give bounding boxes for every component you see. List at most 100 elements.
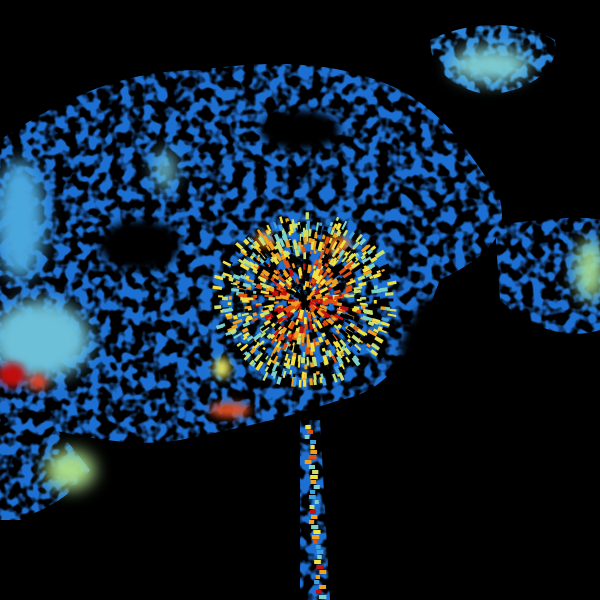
ray-cell: [290, 300, 300, 307]
ray-cell: [327, 336, 335, 347]
ray-cell: [343, 347, 352, 356]
ray-cell: [293, 223, 298, 228]
ray-cell: [317, 241, 324, 252]
streak-cells: [304, 425, 327, 599]
ray-cell: [232, 274, 241, 280]
ray-cell: [285, 260, 291, 268]
ray-cell: [223, 258, 234, 267]
ray-cell: [253, 353, 262, 362]
ray-cell: [304, 303, 309, 308]
ray-cell: [270, 353, 277, 361]
ray-cell: [370, 349, 379, 357]
ray-cell: [259, 273, 269, 280]
ray-cell: [270, 322, 276, 328]
ray-cell: [252, 332, 263, 341]
light-echoes: [0, 47, 600, 490]
ray-cell: [279, 286, 287, 293]
ray-cell: [264, 304, 275, 309]
ray-cell: [352, 261, 361, 269]
ray-cell: [251, 247, 260, 257]
ray-cell: [321, 243, 326, 249]
streak-cell: [315, 575, 321, 579]
ray-cell: [373, 285, 379, 290]
ray-cell: [310, 278, 316, 285]
ray-cell: [341, 255, 348, 263]
ray-cell: [318, 258, 323, 264]
ray-cell: [264, 366, 269, 372]
ray-cell: [259, 325, 265, 330]
ray-cell: [365, 343, 372, 348]
echo-core: [0, 363, 26, 387]
ray-cell: [262, 235, 271, 246]
ray-cell: [378, 276, 383, 281]
ray-cell: [284, 239, 291, 248]
ray-cell: [319, 286, 329, 294]
ray-cell: [314, 231, 318, 239]
ray-cell: [323, 253, 328, 259]
ray-cell: [215, 291, 226, 295]
ray-cell: [319, 361, 325, 370]
ray-cell: [246, 315, 252, 321]
streak-cell: [310, 450, 318, 454]
ray-cell: [324, 278, 334, 287]
ray-cell: [381, 321, 390, 327]
ray-cell: [269, 333, 276, 340]
ray-cell: [283, 362, 288, 367]
ray-cell: [333, 223, 338, 229]
ray-cell: [338, 372, 345, 381]
ray-cell: [275, 269, 281, 275]
streak-cell: [319, 570, 327, 574]
ray-cell: [261, 269, 270, 277]
ray-cell: [387, 313, 397, 318]
ray-cell: [262, 371, 269, 381]
ray-cell: [273, 245, 279, 250]
ray-cell: [285, 311, 292, 318]
ray-cell: [252, 241, 258, 247]
streak-cell: [317, 555, 322, 559]
streak-cell: [308, 455, 317, 459]
ray-cell: [361, 278, 368, 283]
echo-cell: [45, 450, 95, 490]
ray-cell: [333, 257, 338, 262]
ray-cell: [353, 306, 360, 311]
ray-cell: [344, 313, 354, 321]
ray-cell: [386, 308, 397, 312]
ray-cell: [245, 289, 253, 295]
streak-cell: [310, 445, 315, 449]
ray-cell: [264, 354, 269, 360]
ray-cell: [276, 333, 285, 343]
streak-cell: [316, 550, 324, 554]
ray-cell: [351, 307, 358, 312]
ray-cell: [350, 361, 356, 368]
ray-cell: [270, 251, 276, 258]
ray-cell: [311, 356, 316, 363]
ray-cell: [288, 231, 292, 236]
ray-cell: [273, 306, 282, 312]
streak-cell: [311, 515, 318, 519]
ray-cell: [323, 226, 328, 231]
ray-cell: [333, 313, 344, 321]
ray-cell: [336, 355, 344, 366]
ray-cell: [241, 248, 247, 254]
ray-cell: [351, 334, 362, 344]
echo-cell: [0, 160, 45, 280]
ray-cell: [360, 304, 366, 309]
ray-cell: [345, 356, 351, 363]
ray-cell: [347, 338, 352, 343]
ray-cell: [284, 318, 292, 328]
streak-cell: [311, 535, 320, 539]
ray-cell: [334, 247, 340, 254]
ray-cell: [324, 369, 329, 375]
black-holes: [0, 0, 520, 430]
ray-cell: [214, 305, 222, 310]
ray-cell: [268, 306, 274, 312]
ray-cell: [368, 263, 376, 270]
ray-cell: [379, 287, 388, 293]
ray-cell: [387, 280, 397, 286]
ray-cell: [381, 326, 390, 333]
ray-cell: [361, 255, 372, 265]
ray-cell: [299, 289, 306, 300]
ray-cell: [286, 316, 291, 321]
ray-cell: [325, 242, 331, 249]
